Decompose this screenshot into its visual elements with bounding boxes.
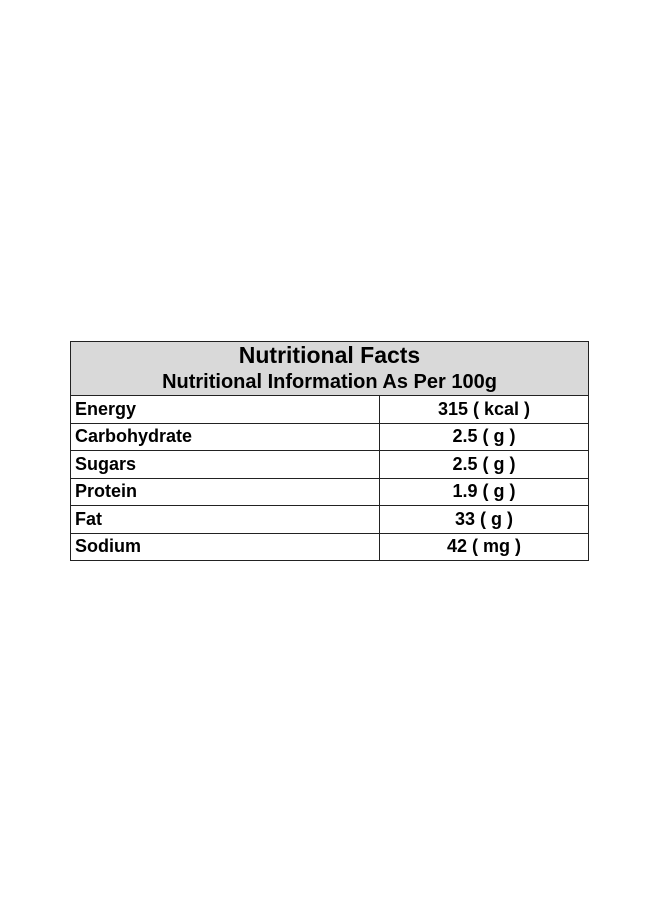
table-subtitle: Nutritional Information As Per 100g (70, 369, 589, 396)
nutrient-row: Protein 1.9 ( g ) (70, 477, 589, 506)
title-row: Nutritional Facts (70, 341, 589, 369)
nutrient-name: Sodium (70, 532, 380, 561)
table-body: Nutritional Facts Nutritional Informatio… (70, 341, 589, 561)
nutrient-row: Fat 33 ( g ) (70, 505, 589, 534)
nutrition-panel: Nutritional Facts Nutritional Informatio… (70, 341, 589, 561)
nutrient-row: Sugars 2.5 ( g ) (70, 450, 589, 479)
nutrient-amount: 2.5 ( g ) (379, 422, 589, 451)
nutrition-table: Nutritional Facts Nutritional Informatio… (70, 341, 589, 561)
nutrient-amount: 33 ( g ) (379, 505, 589, 534)
nutrient-row: Sodium 42 ( mg ) (70, 532, 589, 561)
nutrient-row: Carbohydrate 2.5 ( g ) (70, 422, 589, 451)
nutrient-name: Carbohydrate (70, 422, 380, 451)
nutrient-amount: 42 ( mg ) (379, 532, 589, 561)
nutrient-amount: 2.5 ( g ) (379, 450, 589, 479)
nutrient-row: Energy 315 ( kcal ) (70, 395, 589, 424)
nutrient-name: Energy (70, 395, 380, 424)
table-title: Nutritional Facts (70, 341, 589, 369)
nutrient-name: Sugars (70, 450, 380, 479)
nutrient-amount: 1.9 ( g ) (379, 477, 589, 506)
subtitle-row: Nutritional Information As Per 100g (70, 369, 589, 396)
nutrient-name: Fat (70, 505, 380, 534)
nutrient-name: Protein (70, 477, 380, 506)
nutrient-amount: 315 ( kcal ) (379, 395, 589, 424)
